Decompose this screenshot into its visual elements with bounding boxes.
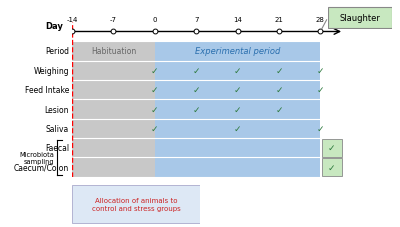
Text: ✓: ✓	[151, 86, 158, 95]
Text: ✓: ✓	[275, 86, 283, 95]
Text: Period: Period	[45, 47, 69, 56]
Text: 14: 14	[233, 17, 242, 23]
Text: ✓: ✓	[234, 86, 241, 95]
Text: Weighing: Weighing	[34, 67, 69, 75]
Text: 0: 0	[152, 17, 157, 23]
Text: Habituation: Habituation	[91, 47, 136, 56]
Text: ✓: ✓	[192, 86, 200, 95]
Text: ✓: ✓	[151, 105, 158, 114]
Text: Lesion: Lesion	[44, 105, 69, 114]
FancyBboxPatch shape	[322, 158, 342, 177]
FancyBboxPatch shape	[322, 139, 342, 157]
Text: ✓: ✓	[275, 67, 283, 75]
Text: -14: -14	[66, 17, 78, 23]
Text: ✓: ✓	[234, 105, 241, 114]
Text: Day: Day	[45, 22, 63, 31]
Text: -7: -7	[110, 17, 117, 23]
Text: Feed Intake: Feed Intake	[25, 86, 69, 95]
Text: 21: 21	[274, 17, 283, 23]
Text: ✓: ✓	[275, 105, 283, 114]
Text: 28: 28	[316, 17, 325, 23]
Text: Experimental period: Experimental period	[195, 47, 280, 56]
Text: ✓: ✓	[316, 86, 324, 95]
Text: 7: 7	[194, 17, 198, 23]
Text: ✓: ✓	[328, 144, 335, 153]
Text: Faecal: Faecal	[45, 144, 69, 153]
Text: Caecum/Colon: Caecum/Colon	[14, 163, 69, 172]
Text: ✓: ✓	[328, 163, 335, 172]
Text: ✓: ✓	[234, 124, 241, 133]
Text: Saliva: Saliva	[46, 124, 69, 133]
Text: Microbiota
sampling: Microbiota sampling	[19, 151, 54, 164]
Text: ✓: ✓	[234, 67, 241, 75]
Text: Allocation of animals to
control and stress groups: Allocation of animals to control and str…	[92, 197, 180, 211]
Text: ✓: ✓	[316, 124, 324, 133]
FancyBboxPatch shape	[328, 8, 392, 28]
Text: ✓: ✓	[151, 124, 158, 133]
Text: ✓: ✓	[192, 67, 200, 75]
Text: Slaughter: Slaughter	[340, 14, 380, 23]
Text: ✓: ✓	[192, 105, 200, 114]
FancyBboxPatch shape	[72, 185, 200, 224]
Text: ✓: ✓	[316, 67, 324, 75]
Text: ✓: ✓	[151, 67, 158, 75]
